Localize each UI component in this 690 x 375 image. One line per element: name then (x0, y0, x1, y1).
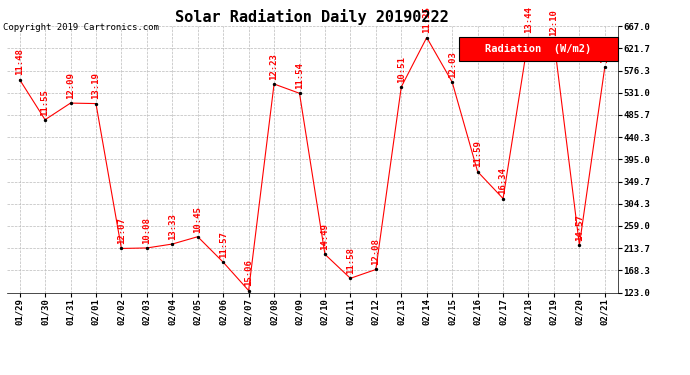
Text: 12:09: 12:09 (66, 72, 75, 99)
Point (65, 100, 76, 106)
Point (523, 34, 534, 40)
Text: 11:35: 11:35 (422, 6, 431, 33)
Text: 13:44: 13:44 (524, 6, 533, 33)
Text: 12:23: 12:23 (270, 53, 279, 80)
Text: Copyright 2019 Cartronics.com: Copyright 2019 Cartronics.com (3, 22, 159, 32)
Text: 11:55: 11:55 (41, 89, 50, 116)
Text: 12:03: 12:03 (448, 51, 457, 78)
Text: 11:54: 11:54 (295, 62, 304, 89)
Text: 15:06: 15:06 (244, 260, 253, 286)
Point (116, 246, 127, 252)
Text: 11:59: 11:59 (473, 141, 482, 168)
Point (217, 259, 228, 265)
Point (167, 241, 178, 247)
Point (193, 234, 204, 240)
Point (294, 90, 305, 96)
Point (39, 117, 50, 123)
Text: 11:57: 11:57 (219, 231, 228, 258)
Text: 12:07: 12:07 (117, 217, 126, 244)
Text: 11:50: 11:50 (600, 36, 609, 63)
Text: 13:19: 13:19 (92, 72, 101, 99)
Point (600, 64, 611, 70)
Point (549, 38, 560, 44)
Text: 14:57: 14:57 (575, 214, 584, 241)
Text: 10:51: 10:51 (397, 56, 406, 83)
Point (421, 34, 432, 40)
FancyBboxPatch shape (459, 37, 618, 61)
Point (371, 267, 382, 273)
Point (497, 195, 509, 201)
Point (396, 84, 407, 90)
Point (14, 76, 25, 82)
Text: 11:58: 11:58 (346, 247, 355, 274)
Text: 12:08: 12:08 (371, 238, 380, 266)
Text: 12:10: 12:10 (549, 9, 558, 36)
Text: 14:49: 14:49 (320, 223, 329, 250)
Point (141, 245, 152, 251)
Text: 10:45: 10:45 (193, 206, 202, 232)
Point (243, 288, 254, 294)
Text: Radiation  (W/m2): Radiation (W/m2) (485, 44, 591, 54)
Text: 16:34: 16:34 (499, 168, 508, 194)
Text: 13:33: 13:33 (168, 213, 177, 240)
Point (574, 242, 585, 248)
Text: 10:08: 10:08 (142, 217, 151, 244)
Point (345, 275, 356, 281)
Point (319, 251, 331, 257)
Point (90, 100, 101, 106)
Point (268, 81, 279, 87)
Text: 11:48: 11:48 (15, 48, 24, 75)
Point (446, 79, 457, 85)
Title: Solar Radiation Daily 20190222: Solar Radiation Daily 20190222 (175, 9, 449, 25)
Point (472, 169, 483, 175)
